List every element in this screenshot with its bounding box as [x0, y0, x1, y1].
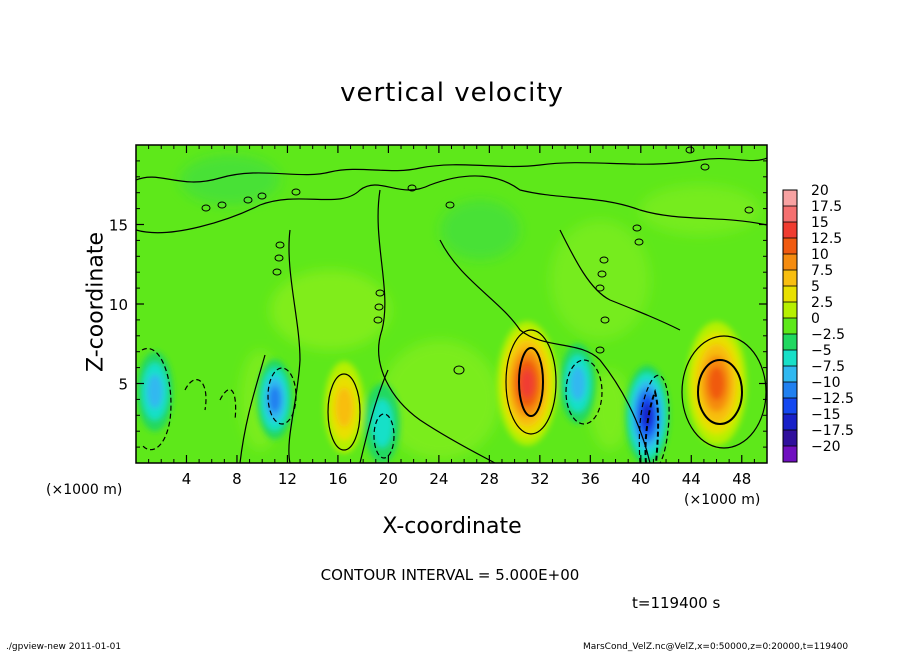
- colorbar-tick-label: 17.5: [811, 199, 842, 215]
- colorbar-swatch: [783, 446, 797, 463]
- colorbar-swatch: [783, 190, 797, 207]
- footer-program-info: ./gpview-new 2011-01-01: [6, 642, 122, 652]
- colorbar-swatch: [783, 222, 797, 239]
- x-tick-label: 12: [278, 470, 297, 488]
- colorbar-tick-label: 0: [811, 311, 820, 327]
- chart-title: vertical velocity: [340, 78, 564, 108]
- velocity-feature-3-level-6: [642, 403, 653, 427]
- footer-file-info: MarsCond_VelZ.nc@VelZ,x=0:50000,z=0:2000…: [583, 642, 849, 652]
- colorbar-swatch: [783, 302, 797, 319]
- colorbar-swatch: [783, 334, 797, 351]
- colorbar-swatch: [783, 350, 797, 367]
- y-axis: 5 10 15: [109, 160, 767, 448]
- x-tick-label: 4: [182, 470, 192, 488]
- x-axis-label: X-coordinate: [382, 514, 522, 539]
- velocity-feature-5-level-4: [268, 386, 281, 413]
- colorbar-tick-label: 7.5: [811, 263, 833, 279]
- colorbar-tick-label: −7.5: [811, 359, 845, 375]
- colorbar-tick-label: 12.5: [811, 231, 842, 247]
- colorbar-tick-label: 5: [811, 279, 820, 295]
- contour-lines: [136, 157, 767, 463]
- colorbar-tick-label: −20: [811, 439, 841, 455]
- velocity-feature-0-level-6: [520, 369, 535, 398]
- colorbar-swatch: [783, 270, 797, 287]
- velocity-feature-7-level-2: [371, 399, 393, 448]
- colorbar-swatch: [783, 414, 797, 431]
- colorbar-tick-label: 20: [811, 183, 829, 199]
- time-label: t=119400 s: [632, 594, 721, 612]
- y-tick-label: 15: [109, 217, 128, 235]
- velocity-feature-6-level-3: [147, 374, 163, 409]
- x-tick-label: 40: [631, 470, 650, 488]
- colorbar-swatch: [783, 318, 797, 335]
- x-unit-label-left: (×1000 m): [46, 482, 123, 498]
- colorbar-tick-label: −12.5: [811, 391, 854, 407]
- x-unit-label-right: (×1000 m): [684, 492, 761, 508]
- x-tick-label: 20: [379, 470, 398, 488]
- plot-field: [136, 145, 767, 463]
- x-tick-label: 24: [429, 470, 448, 488]
- colorbar-swatch: [783, 366, 797, 383]
- y-tick-label: 5: [118, 376, 128, 394]
- contour-interval-label: CONTOUR INTERVAL = 5.000E+00: [320, 566, 580, 584]
- y-tick-label: 10: [109, 296, 128, 314]
- colorbar-tick-label: −15: [811, 407, 841, 423]
- x-tick-label: 16: [328, 470, 347, 488]
- colorbar-tick-label: 10: [811, 247, 829, 263]
- x-tick-label: 36: [581, 470, 600, 488]
- velocity-feature-4-level-3: [569, 366, 586, 401]
- colorbar-tick-label: −2.5: [811, 327, 845, 343]
- x-tick-label: 48: [732, 470, 751, 488]
- x-axis: 4 8 12 16 20 24 28 32 36 40 44 48: [148, 145, 755, 488]
- velocity-feature-2-level-3: [335, 387, 353, 428]
- velocity-feature-1-level-5: [708, 366, 725, 401]
- y-axis-label: Z-coordinate: [83, 232, 109, 372]
- small-contour-loops: [201, 146, 754, 375]
- x-tick-label: 32: [530, 470, 549, 488]
- colorbar-tick-label: 15: [811, 215, 829, 231]
- x-tick-label: 8: [232, 470, 242, 488]
- colorbar-tick-label: 2.5: [811, 295, 833, 311]
- colorbar-swatch: [783, 430, 797, 447]
- colorbar-swatch: [783, 238, 797, 255]
- colorbar-swatch: [783, 382, 797, 399]
- x-tick-label: 28: [480, 470, 499, 488]
- colorbar-swatch: [783, 398, 797, 415]
- colorbar-tick-label: −5: [811, 343, 832, 359]
- colorbar-tick-label: −10: [811, 375, 841, 391]
- colorbar-swatch: [783, 286, 797, 303]
- x-tick-label: 44: [682, 470, 701, 488]
- colorbar: 2017.51512.5107.552.50−2.5−5−7.5−10−12.5…: [782, 183, 854, 463]
- colorbar-tick-label: −17.5: [811, 423, 854, 439]
- colorbar-swatch: [783, 254, 797, 271]
- colorbar-swatch: [783, 206, 797, 223]
